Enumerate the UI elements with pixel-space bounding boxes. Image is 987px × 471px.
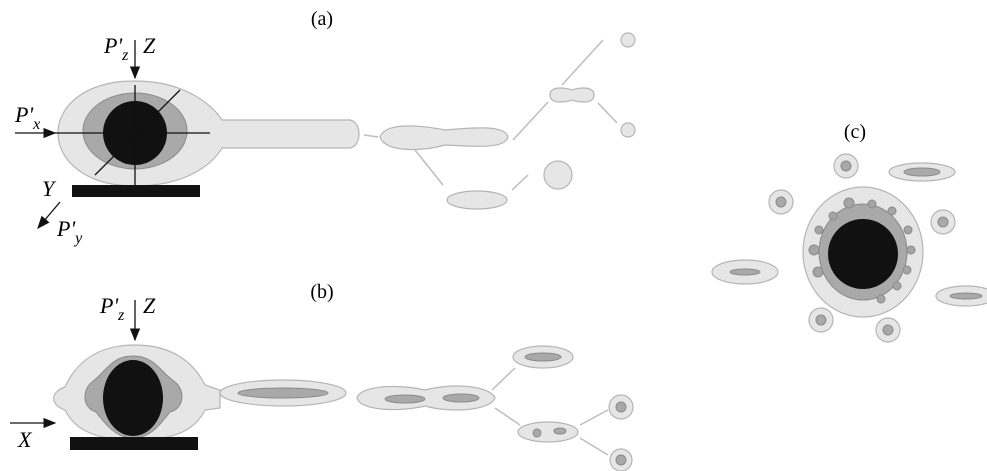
- force-label: P'x: [14, 102, 40, 133]
- force-label: P'y: [56, 216, 83, 247]
- force-label: P'z: [103, 33, 129, 64]
- symbol: P': [56, 216, 75, 241]
- panel-label: (a): [311, 8, 333, 30]
- axis-label: Y: [42, 176, 57, 201]
- figure: (a) P'z Z P'x Y P'y (b) P'z Z X (c): [0, 0, 987, 471]
- subscript: x: [32, 116, 40, 133]
- axis-label: Z: [143, 33, 156, 58]
- symbol: P': [99, 293, 118, 318]
- force-label: P'z: [99, 293, 125, 324]
- axis-label: Z: [143, 293, 156, 318]
- panel-c: (c): [712, 121, 987, 342]
- panel-label: (b): [310, 281, 333, 303]
- subscript: y: [73, 230, 83, 247]
- symbol: P': [103, 33, 122, 58]
- panel-label: (c): [844, 121, 866, 143]
- axis-label: X: [17, 427, 33, 452]
- symbol: P': [14, 102, 33, 127]
- subscript: z: [117, 307, 125, 324]
- panel-b: (b) P'z Z X: [10, 281, 633, 471]
- subscript: z: [121, 47, 129, 64]
- panel-a: (a) P'z Z P'x Y P'y: [14, 8, 635, 247]
